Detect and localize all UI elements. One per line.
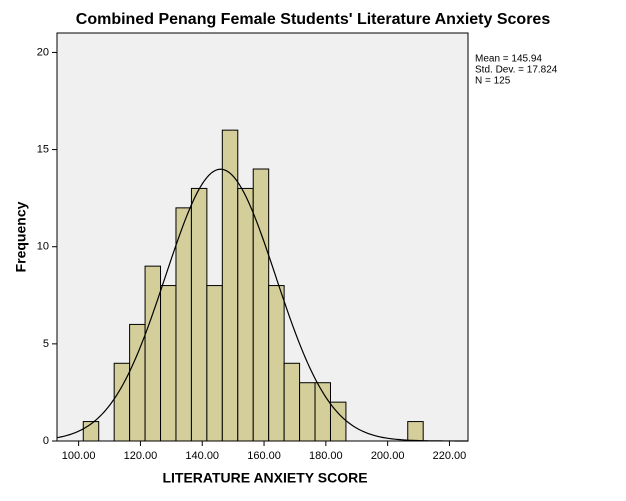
y-axis-label: Frequency — [13, 201, 29, 272]
bar — [407, 421, 424, 442]
x-tick-label: 180.00 — [309, 450, 343, 462]
bar — [237, 187, 254, 442]
stats-text: N = 125 — [475, 76, 511, 87]
bar — [175, 207, 192, 442]
bar — [283, 362, 301, 442]
bar — [329, 401, 347, 442]
bar — [160, 285, 177, 442]
bar — [144, 265, 162, 442]
y-tick-label: 5 — [43, 338, 49, 350]
y-tick-label: 10 — [37, 241, 49, 253]
y-tick-label: 15 — [37, 143, 49, 155]
x-tick-label: 120.00 — [124, 450, 158, 462]
stats-text: Mean = 145.94 — [475, 54, 542, 65]
y-tick-label: 0 — [43, 435, 49, 447]
bar — [221, 129, 239, 442]
x-tick-label: 140.00 — [185, 450, 219, 462]
normal-curve — [56, 168, 468, 442]
bar — [252, 168, 270, 442]
x-tick-label: 100.00 — [62, 450, 96, 462]
chart-title: Combined Penang Female Students' Literat… — [76, 11, 551, 28]
bar — [299, 382, 316, 442]
x-tick-label: 200.00 — [371, 450, 405, 462]
bar — [190, 187, 208, 442]
bar — [268, 285, 285, 442]
y-tick-label: 20 — [37, 46, 49, 58]
bar — [206, 285, 223, 442]
x-tick-label: 160.00 — [247, 450, 281, 462]
stats-text: Std. Dev. = 17.824 — [475, 65, 558, 76]
x-axis-label: LITERATURE ANXIETY SCORE — [162, 470, 367, 486]
x-tick-label: 220.00 — [433, 450, 467, 462]
